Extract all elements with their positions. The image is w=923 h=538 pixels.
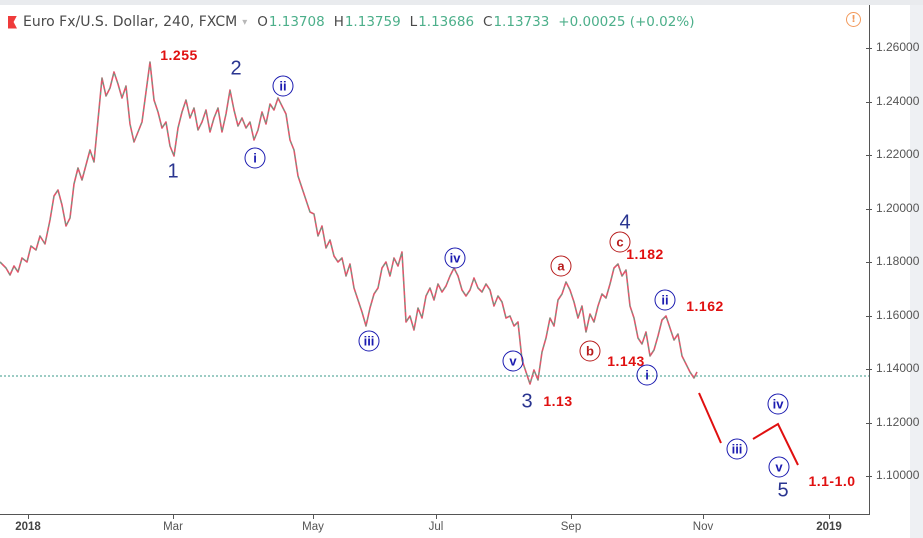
time-axis-line [0, 514, 870, 515]
wave-label-circle-a: a [550, 255, 572, 277]
wave-label-circle-v: v [502, 350, 524, 372]
wave-label-5: 5 [777, 479, 789, 502]
ohlc-high: H1.13759 [333, 14, 401, 30]
price-series-up [0, 61, 698, 385]
wave-label-circle-v-2: v [768, 456, 790, 478]
ytick-label: 1.14000 [876, 361, 920, 375]
chart-legend: Euro Fx/U.S. Dollar, 240, FXCM ▾ O1.1370… [8, 12, 694, 32]
price-label-target: 1.1-1.0 [808, 473, 856, 489]
flag-icon [8, 15, 17, 29]
ytick [866, 316, 872, 317]
wave-label-3: 3 [521, 390, 533, 413]
wave-label-circle-i-2: i [636, 364, 658, 386]
ohlc-open: O1.13708 [257, 14, 325, 30]
xtick-label: Jul [428, 521, 444, 533]
projection-line-iii [698, 392, 722, 444]
price-chart[interactable] [0, 5, 869, 514]
xtick-label: May [302, 521, 324, 533]
price-label-1162: 1.162 [686, 298, 724, 314]
price-label-1255: 1.255 [160, 47, 198, 63]
xtick [313, 514, 314, 519]
xtick-label: 2019 [816, 521, 842, 533]
price-series-down [0, 61, 698, 385]
wave-label-circle-iv: iv [444, 247, 466, 269]
ohlc-low: L1.13686 [409, 14, 475, 30]
wave-label-1: 1 [167, 160, 179, 183]
ytick-label: 1.18000 [876, 254, 920, 268]
wave-label-2: 2 [230, 57, 242, 80]
wave-label-circle-ii: ii [272, 75, 294, 97]
projection-line-iv-v [752, 422, 799, 466]
ytick [866, 423, 872, 424]
wave-label-circle-i: i [244, 147, 266, 169]
xtick [829, 514, 830, 519]
ytick-label: 1.16000 [876, 308, 920, 322]
price-label-1143: 1.143 [607, 353, 645, 369]
wave-label-circle-iii-2: iii [726, 438, 748, 460]
xtick [173, 514, 174, 519]
wave-label-circle-iv-2: iv [767, 393, 789, 415]
ytick [866, 476, 872, 477]
top-border [0, 0, 923, 5]
wave-label-circle-b: b [579, 340, 601, 362]
ytick-label: 1.12000 [876, 415, 920, 429]
xtick-label: Nov [692, 521, 714, 533]
price-label-1182: 1.182 [626, 246, 664, 262]
ytick-label: 1.24000 [876, 94, 920, 108]
right-panel-edge [910, 5, 923, 538]
xtick-label: Mar [163, 521, 183, 533]
ytick [866, 209, 872, 210]
xtick-label: Sep [560, 521, 582, 533]
ohlc-close: C1.13733 [483, 14, 550, 30]
ytick [866, 48, 872, 49]
ytick-label: 1.20000 [876, 201, 920, 215]
price-change: +0.00025 (+0.02%) [558, 14, 695, 30]
wave-label-4: 4 [619, 211, 631, 234]
xtick [28, 514, 29, 519]
price-label-113: 1.13 [543, 393, 573, 409]
wave-label-circle-c: c [609, 231, 631, 253]
ytick [866, 155, 872, 156]
ytick [866, 369, 872, 370]
ytick [866, 262, 872, 263]
xtick [703, 514, 704, 519]
xtick [571, 514, 572, 519]
symbol-title[interactable]: Euro Fx/U.S. Dollar, 240, FXCM [23, 14, 238, 30]
wave-label-circle-ii-2: ii [654, 289, 676, 311]
xtick-label: 2018 [15, 521, 41, 533]
ytick-label: 1.22000 [876, 147, 920, 161]
ytick-label: 1.10000 [876, 468, 920, 482]
chevron-down-icon[interactable]: ▾ [242, 16, 248, 28]
ytick [866, 102, 872, 103]
xtick [436, 514, 437, 519]
ytick-label: 1.26000 [876, 40, 920, 54]
price-axis-line [869, 5, 870, 514]
wave-label-circle-iii: iii [358, 330, 380, 352]
warning-icon[interactable]: ! [846, 12, 861, 27]
